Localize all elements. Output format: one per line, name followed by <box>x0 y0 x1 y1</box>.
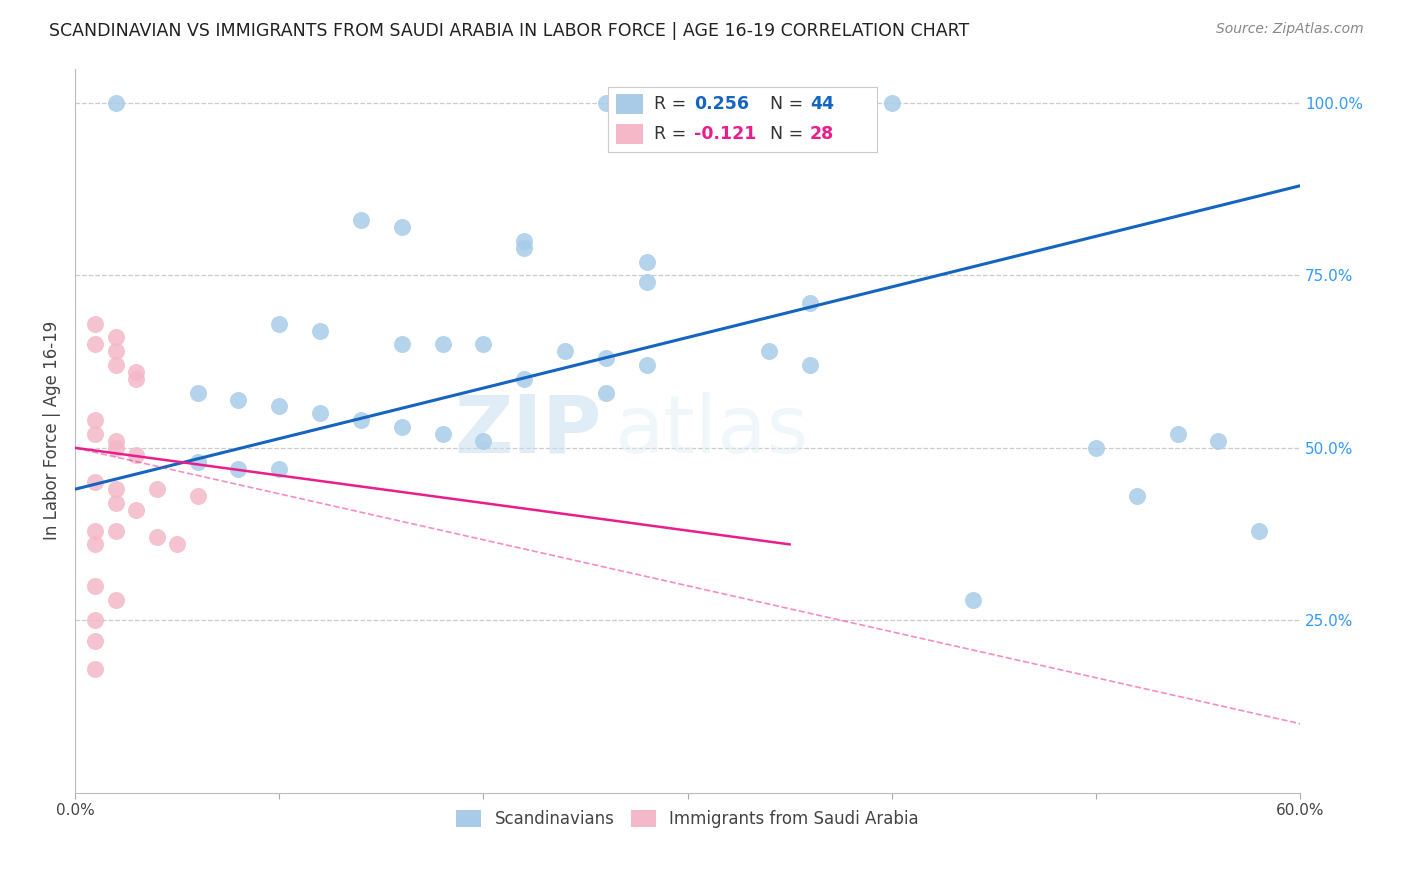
Text: Source: ZipAtlas.com: Source: ZipAtlas.com <box>1216 22 1364 37</box>
Point <box>472 434 495 448</box>
Point <box>799 358 821 372</box>
Point <box>228 461 250 475</box>
Point <box>758 95 780 110</box>
Point <box>1249 524 1271 538</box>
Point <box>432 427 454 442</box>
Point <box>595 385 617 400</box>
Point <box>228 392 250 407</box>
Point <box>391 337 413 351</box>
Text: atlas: atlas <box>614 392 808 469</box>
Point <box>880 95 903 110</box>
Point <box>104 496 127 510</box>
Point <box>84 427 107 442</box>
Legend: Scandinavians, Immigrants from Saudi Arabia: Scandinavians, Immigrants from Saudi Ara… <box>450 804 925 835</box>
Point <box>472 337 495 351</box>
Point <box>186 455 208 469</box>
Point <box>1208 434 1230 448</box>
Point <box>309 324 332 338</box>
Point <box>84 413 107 427</box>
Point <box>595 351 617 366</box>
Point <box>104 330 127 344</box>
Point <box>104 95 127 110</box>
Point <box>676 95 699 110</box>
Point <box>84 475 107 490</box>
Point <box>104 441 127 455</box>
Point <box>758 344 780 359</box>
Point <box>350 213 373 227</box>
Point <box>186 489 208 503</box>
Point <box>84 634 107 648</box>
Point <box>839 95 862 110</box>
Point <box>309 406 332 420</box>
Point <box>125 503 148 517</box>
Point <box>799 95 821 110</box>
Point <box>125 372 148 386</box>
Point <box>84 537 107 551</box>
Point <box>350 413 373 427</box>
Point <box>104 434 127 448</box>
Point <box>84 317 107 331</box>
Point <box>125 365 148 379</box>
Text: SCANDINAVIAN VS IMMIGRANTS FROM SAUDI ARABIA IN LABOR FORCE | AGE 16-19 CORRELAT: SCANDINAVIAN VS IMMIGRANTS FROM SAUDI AR… <box>49 22 970 40</box>
Point <box>186 385 208 400</box>
Point <box>799 296 821 310</box>
Point <box>513 241 536 255</box>
Point <box>391 420 413 434</box>
Point <box>104 358 127 372</box>
Point <box>1084 441 1107 455</box>
Point <box>962 592 984 607</box>
Point <box>636 358 658 372</box>
Point <box>269 400 291 414</box>
Point <box>676 95 699 110</box>
Point <box>636 254 658 268</box>
Point <box>595 95 617 110</box>
Point <box>145 531 167 545</box>
Point <box>432 337 454 351</box>
Point <box>84 524 107 538</box>
Point <box>84 337 107 351</box>
Point <box>269 461 291 475</box>
Point <box>125 448 148 462</box>
Point <box>104 592 127 607</box>
Point <box>84 579 107 593</box>
Point <box>104 482 127 496</box>
Point <box>166 537 188 551</box>
Y-axis label: In Labor Force | Age 16-19: In Labor Force | Age 16-19 <box>44 321 60 541</box>
Point <box>636 275 658 289</box>
Text: ZIP: ZIP <box>454 392 602 469</box>
Point <box>1166 427 1188 442</box>
Point <box>84 661 107 675</box>
Point <box>1125 489 1147 503</box>
Point <box>513 372 536 386</box>
Point <box>84 613 107 627</box>
Point <box>104 524 127 538</box>
Point <box>391 220 413 235</box>
Point <box>554 344 576 359</box>
Point <box>104 344 127 359</box>
Point <box>269 317 291 331</box>
Point <box>513 234 536 248</box>
Point <box>145 482 167 496</box>
